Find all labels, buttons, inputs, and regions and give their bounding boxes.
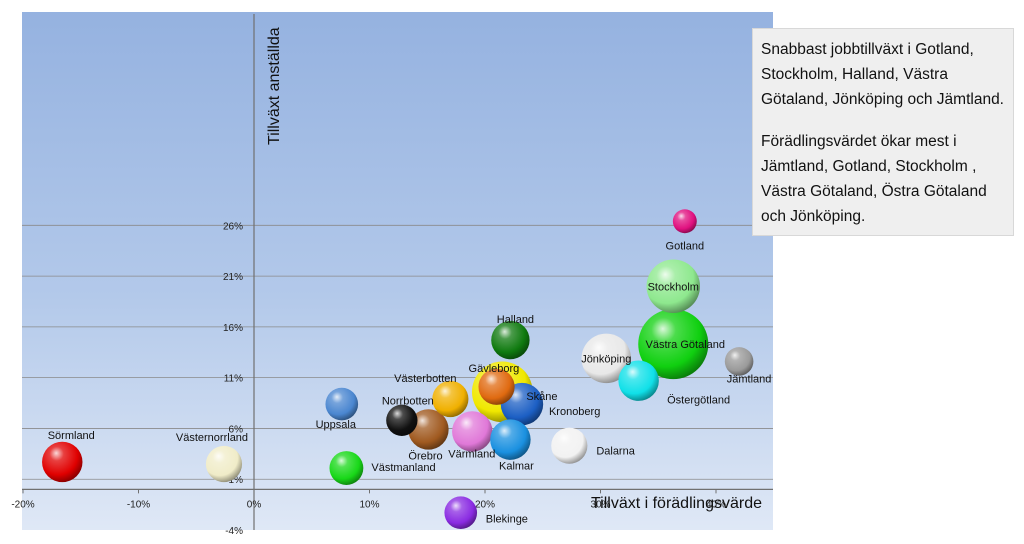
y-tick-label: -4% [225, 526, 243, 537]
bubble-jönköping [581, 333, 632, 384]
bubbles [42, 209, 754, 530]
bubble-norrbotten [386, 404, 418, 436]
plot-area [22, 12, 773, 530]
bubble-gävleborg [478, 368, 515, 405]
bubble-västra-götaland [638, 309, 709, 380]
note-paragraph-1: Snabbast jobbtillväxt i Gotland, Stockho… [761, 41, 1004, 108]
x-axis-title: Tillväxt i förädlingsvärde [591, 495, 762, 512]
y-tick-label: 6% [229, 424, 244, 435]
bubble-label-blekinge: Blekinge [486, 514, 528, 526]
note-box: Snabbast jobbtillväxt i Gotland, Stockho… [752, 28, 1014, 236]
y-tick-label: 11% [224, 374, 243, 385]
y-tick-label: 16% [223, 323, 243, 334]
bubble-label-kronoberg: Kronoberg [549, 406, 600, 418]
x-tick-label: 20% [475, 499, 495, 510]
bubble-label-västernorrland: Västernorrland [176, 432, 248, 444]
bubble-västmanland [329, 451, 364, 485]
bubble-label-sörmland: Sörmland [48, 430, 95, 442]
y-tick-label: 21% [223, 272, 243, 283]
bubble-gotland [672, 209, 697, 234]
bubble-labels: Gotland Stockholm Västra Götaland Jämtland J… [48, 240, 772, 525]
bubble-dalarna [551, 427, 588, 464]
bubble-blekinge [444, 496, 478, 530]
bubble-label-skåne: Skåne [526, 391, 557, 403]
bubble-uppsala [325, 387, 359, 421]
x-tick-label: -20% [11, 499, 34, 510]
x-tick-label: 40% [706, 499, 726, 510]
y-tick-label: 1% [229, 475, 244, 486]
x-tick-label: 0% [247, 499, 262, 510]
bubble-label-örebro: Örebro [408, 450, 442, 462]
bubble-label-västra-götaland: Västra Götaland [646, 339, 726, 351]
bubble-label-halland: Halland [497, 314, 534, 326]
x-tick-label: 10% [359, 499, 379, 510]
bubble-label-uppsala: Uppsala [316, 419, 357, 431]
bubble-stockholm [646, 259, 701, 314]
bubble-västernorrland [205, 445, 243, 483]
bubble-label-dalarna: Dalarna [596, 446, 635, 458]
bubble-västerbotten [432, 380, 469, 418]
bubble-label-gotland: Gotland [666, 240, 705, 252]
bubble-östergötland [618, 360, 659, 401]
x-tick-label: 30% [590, 499, 610, 510]
bubble-kalmar [490, 419, 531, 460]
bubble-örebro [408, 409, 449, 450]
bubble-label-stockholm: Stockholm [648, 281, 699, 293]
x-tick-label: -10% [127, 499, 150, 510]
bubble-label-västmanland: Västmanland [371, 462, 435, 474]
bubble-label-jönköping: Jönköping [581, 353, 631, 365]
y-tick-label: 26% [223, 221, 243, 232]
bubble-label-östergötland: Östergötland [667, 395, 730, 407]
bubble-label-norrbotten: Norrbotten [382, 395, 434, 407]
y-axis-title: Tillväxt anställda [266, 27, 283, 145]
bubble-label-värmland: Värmland [448, 448, 495, 460]
bubble-jämtland [724, 347, 754, 376]
bubble-halland [491, 320, 530, 360]
note-paragraph-2: Förädlingsvärdet ökar mest i Jämtland, G… [761, 133, 987, 225]
axes [22, 14, 773, 530]
bubble-label-gävleborg: Gävleborg [469, 363, 520, 375]
bubble-värmland [452, 411, 493, 452]
bubble-label-jämtland: Jämtland [727, 373, 772, 385]
tick-labels: -4% 1% 6% 11% 16% 21% 26% -20% -10% 0% 10% 20% 30% 40… [11, 221, 726, 537]
bubble-sörmland [42, 441, 83, 483]
bubble-label-kalmar: Kalmar [499, 461, 534, 473]
bubble-label-västerbotten: Västerbotten [394, 373, 456, 385]
